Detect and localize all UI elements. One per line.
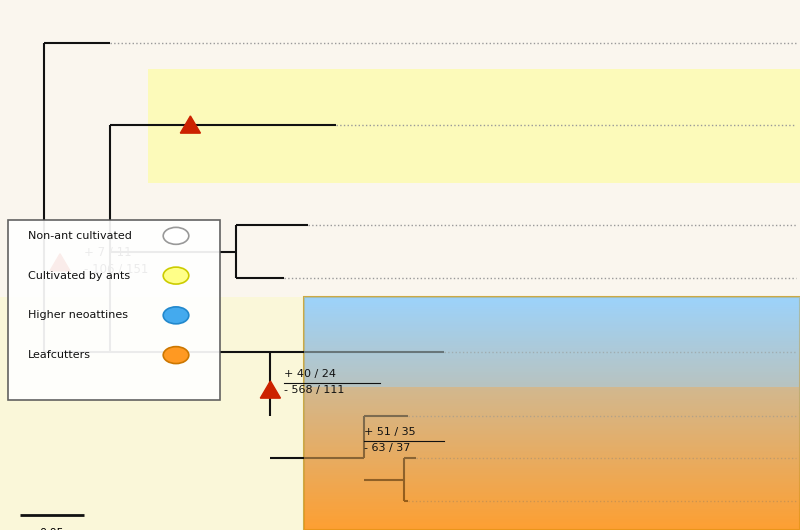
Circle shape — [163, 307, 189, 324]
Circle shape — [163, 267, 189, 284]
Circle shape — [163, 227, 189, 244]
Text: - 106 / 151: - 106 / 151 — [84, 262, 148, 275]
Text: + 7 / 11: + 7 / 11 — [84, 245, 132, 258]
Bar — [0, 297, 304, 530]
Text: + 40 / 24: + 40 / 24 — [284, 369, 336, 378]
Bar — [148, 69, 800, 183]
Polygon shape — [50, 254, 70, 271]
Text: Higher neoattines: Higher neoattines — [28, 311, 128, 320]
Text: + 51 / 35: + 51 / 35 — [364, 427, 416, 437]
FancyBboxPatch shape — [8, 220, 220, 400]
Text: - 568 / 111: - 568 / 111 — [284, 385, 344, 394]
Bar — [304, 297, 800, 530]
Polygon shape — [260, 381, 281, 398]
Text: Leafcutters: Leafcutters — [28, 350, 91, 360]
Text: Non-ant cultivated: Non-ant cultivated — [28, 231, 132, 241]
Circle shape — [163, 347, 189, 364]
Text: Cultivated by ants: Cultivated by ants — [28, 271, 130, 280]
Polygon shape — [180, 116, 201, 133]
Text: - 63 / 37: - 63 / 37 — [364, 443, 410, 453]
Text: 0.05: 0.05 — [40, 528, 64, 530]
Bar — [304, 387, 800, 530]
Bar — [304, 297, 800, 387]
